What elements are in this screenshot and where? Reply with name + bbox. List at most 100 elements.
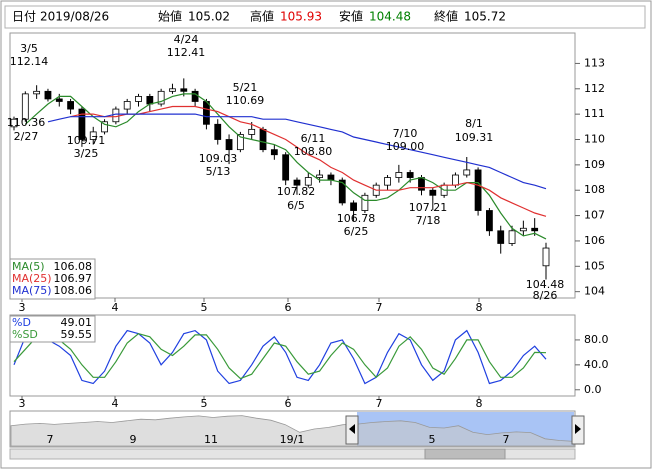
candle-body [497, 230, 505, 244]
legend-box [9, 315, 96, 343]
annotation-price: 104.48 [526, 278, 565, 291]
field-value: 104.48 [369, 10, 411, 24]
candle-body [395, 172, 403, 178]
candle-body [429, 189, 437, 196]
field-label: 始値 [158, 9, 182, 24]
annotation-price: 108.80 [294, 145, 333, 158]
legend-label: %SD [12, 328, 38, 341]
legend-value: 59.55 [61, 328, 93, 341]
y-tick-label: 107 [584, 209, 605, 222]
y-tick-label: 110 [584, 133, 605, 146]
candle-body [282, 154, 290, 181]
candle-body [146, 95, 154, 105]
candle-body [55, 98, 63, 102]
candle-body [338, 179, 346, 204]
y-tick-label: 108 [584, 183, 605, 196]
field-value: 105.93 [280, 10, 322, 24]
y-tick-label: 109 [584, 158, 605, 171]
legend-label: MA(75) [12, 284, 52, 297]
annotation-date: 2/27 [14, 130, 39, 143]
field-value: 105.72 [464, 10, 506, 24]
legend-label: %D [12, 316, 31, 329]
candle-body [519, 227, 527, 232]
field-value: 105.02 [188, 10, 230, 24]
annotation-price: 112.41 [167, 46, 206, 59]
candle-body [214, 123, 222, 140]
navigator-label: 19/1 [280, 433, 305, 446]
candle-body [180, 88, 188, 92]
candle-body [293, 179, 301, 186]
candle-body [78, 108, 86, 140]
candle-body [191, 90, 199, 102]
annotation-price: 109.71 [67, 134, 106, 147]
candle-body [304, 177, 312, 186]
annotation-price: 109.03 [199, 152, 238, 165]
field-label: 終値 [434, 9, 458, 24]
candle-body [350, 202, 357, 211]
x-tick-label: 6 [285, 301, 292, 314]
oscillator-line [13, 333, 547, 380]
y-tick-label: 80.0 [584, 333, 609, 346]
x-tick-label: 4 [112, 397, 119, 410]
legend-value: 106.97 [54, 272, 93, 285]
candle-body [89, 131, 97, 140]
header-box [4, 5, 646, 29]
annotation-price: 107.82 [277, 185, 316, 198]
scroll-thumb[interactable] [424, 448, 506, 460]
navigator-label: 7 [47, 433, 54, 446]
candle-body [486, 210, 493, 232]
x-tick-label: 3 [19, 397, 26, 410]
annotation-date: 4/24 [174, 33, 199, 46]
legend-value: 49.01 [61, 316, 93, 329]
ma-line [70, 105, 547, 217]
y-tick-label: 112 [584, 82, 605, 95]
legend-label: MA(5) [12, 260, 45, 273]
candle-body [474, 169, 482, 211]
legend-box [9, 258, 96, 300]
annotation-date: 6/5 [287, 199, 305, 212]
candle-body [316, 174, 324, 178]
handle-arrow [575, 424, 581, 434]
x-tick-label: 8 [476, 397, 483, 410]
field-label: 安値 [339, 9, 363, 24]
y-tick-label: 106 [584, 234, 605, 247]
annotation-price: 112.14 [10, 55, 49, 68]
candle-body [463, 169, 471, 176]
navigator-label: 5 [429, 433, 436, 446]
candle-body [248, 128, 256, 135]
candle-body [361, 194, 369, 211]
x-tick-label: 6 [285, 397, 292, 410]
candle-body [452, 174, 459, 186]
x-tick-label: 5 [201, 301, 208, 314]
annotation-price: 110.36 [7, 116, 46, 129]
annotation-date: 5/13 [206, 165, 231, 178]
navigator-area [10, 415, 575, 447]
annotation-date: 3/5 [20, 42, 38, 55]
annotation-date: 6/25 [344, 225, 369, 238]
candle-body [270, 149, 278, 156]
x-tick-label: 3 [19, 301, 26, 314]
y-tick-label: 104 [584, 285, 605, 298]
annotation-date: 3/25 [74, 147, 99, 160]
date-label: 日付 [12, 10, 36, 24]
candle-body [169, 88, 176, 92]
candle-body [406, 172, 414, 178]
y-tick-label: 40.0 [584, 358, 609, 371]
candle-body [508, 230, 516, 244]
candle-body [236, 134, 244, 151]
scrollbar[interactable] [9, 448, 576, 460]
candle-body [531, 227, 539, 232]
x-tick-label: 7 [376, 301, 383, 314]
annotation-price: 110.69 [226, 94, 265, 107]
x-tick-label: 5 [201, 397, 208, 410]
y-tick-label: 0.0 [584, 383, 602, 396]
navigator-label: 9 [130, 433, 137, 446]
handle-arrow [349, 424, 355, 434]
candle-body [10, 118, 18, 128]
ma-line [24, 93, 547, 240]
annotation-date: 5/21 [233, 81, 258, 94]
candle-body [123, 101, 131, 110]
candle-body [225, 139, 233, 151]
main-plot [9, 32, 576, 299]
candle-body [418, 177, 425, 191]
